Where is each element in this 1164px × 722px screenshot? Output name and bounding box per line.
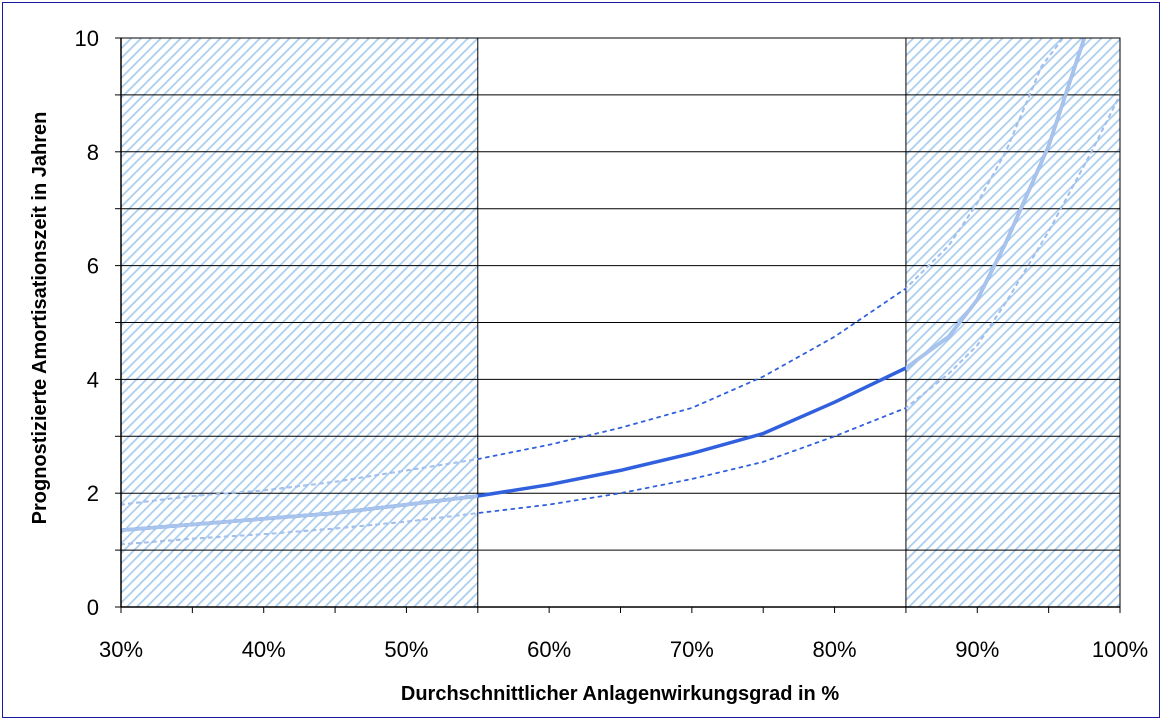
y-axis-title: Prognostizierte Amortisationszeit in Jah…	[29, 112, 51, 525]
x-axis-title: Durchschnittlicher Anlagenwirkungsgrad i…	[401, 683, 839, 705]
y-tick-label: 0	[87, 595, 99, 620]
series-lines	[121, 38, 1120, 546]
x-tick-label: 100%	[1092, 637, 1148, 662]
tick-labels: 0 2 4 6 8 10 30% 40% 50% 60% 70% 80% 90% 100%	[75, 26, 1149, 662]
x-tick-label: 40%	[242, 637, 286, 662]
x-tick-label: 80%	[813, 637, 857, 662]
y-tick-label: 8	[87, 140, 99, 165]
x-tick-label: 70%	[670, 637, 714, 662]
x-tick-label: 30%	[99, 637, 143, 662]
gridlines	[121, 38, 1120, 607]
y-tick-label: 6	[87, 254, 99, 279]
y-tick-label: 10	[75, 26, 99, 51]
series-line-2-shaded-part	[121, 38, 1064, 506]
y-tick-label: 2	[87, 481, 99, 506]
x-tick-label: 90%	[955, 637, 999, 662]
y-tick-label: 4	[87, 367, 99, 392]
x-tick-label: 60%	[527, 637, 571, 662]
x-tick-label: 50%	[384, 637, 428, 662]
axes	[115, 37, 1121, 613]
